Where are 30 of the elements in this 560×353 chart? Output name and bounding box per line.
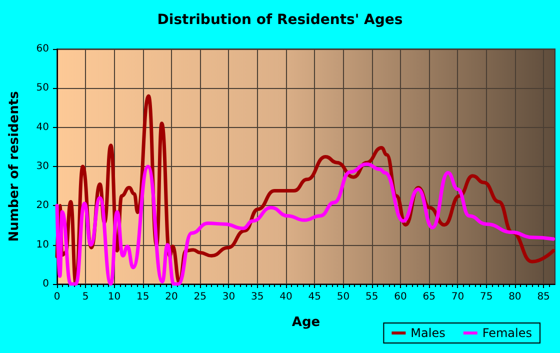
x-tick-label: 75 xyxy=(480,292,493,302)
x-axis-title: Age xyxy=(292,315,320,330)
x-tick-label: 55 xyxy=(365,292,378,302)
x-tick-label: 15 xyxy=(136,292,150,302)
x-tick-label: 45 xyxy=(308,292,321,302)
legend-label: Females xyxy=(482,326,532,340)
y-tick-label: 40 xyxy=(36,122,49,133)
x-tick-label: 65 xyxy=(422,292,436,302)
y-tick-label: 60 xyxy=(36,44,49,54)
y-tick-label: 20 xyxy=(36,200,49,212)
chart-title: Distribution of Residents' Ages xyxy=(157,12,403,28)
x-tick-label: 5 xyxy=(82,292,89,302)
y-tick-label: 10 xyxy=(36,239,49,250)
x-tick-label: 85 xyxy=(537,292,550,302)
x-tick-label: 70 xyxy=(451,292,464,302)
x-tick-label: 0 xyxy=(54,292,60,302)
x-tick-label: 80 xyxy=(508,292,522,302)
x-tick-label: 35 xyxy=(250,292,264,302)
legend-label: Males xyxy=(410,326,446,340)
x-tick-label: 50 xyxy=(336,292,350,302)
x-tick-label: 10 xyxy=(108,292,121,302)
y-tick-label: 30 xyxy=(36,161,49,172)
y-axis-title: Number of residents xyxy=(7,90,22,242)
x-tick-label: 20 xyxy=(165,292,178,302)
x-tick-label: 40 xyxy=(280,292,292,302)
y-tick-label: 0 xyxy=(42,278,49,290)
x-tick-label: 30 xyxy=(222,292,236,302)
x-tick-label: 25 xyxy=(194,292,206,302)
y-tick-label: 50 xyxy=(36,82,49,94)
x-tick-label: 60 xyxy=(394,292,407,302)
